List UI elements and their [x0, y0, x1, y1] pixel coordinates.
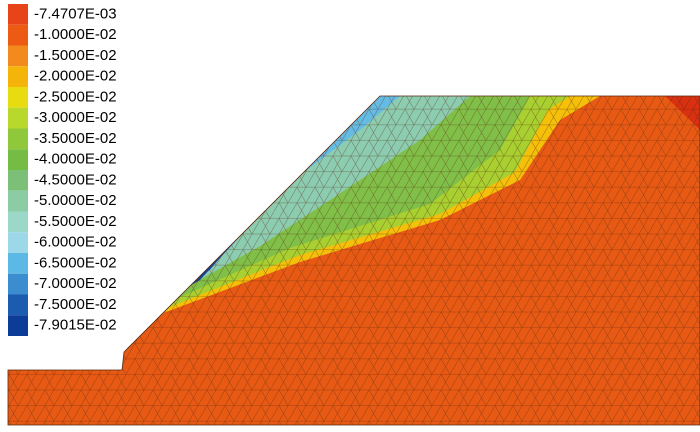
legend-swatch: [8, 253, 28, 274]
model-outline: [7, 95, 700, 426]
legend-label: -6.0000E-02: [34, 234, 117, 251]
legend-swatch: [8, 190, 28, 212]
legend-swatch: [8, 294, 28, 316]
legend-label: -1.5000E-02: [34, 47, 117, 64]
legend-label: -6.5000E-02: [34, 254, 117, 271]
legend-label: -7.9015E-02: [34, 317, 117, 334]
legend-swatch: [8, 66, 28, 87]
legend: -7.4707E-03 -1.0000E-02 -1.5000E-02 -2.0000…: [8, 4, 117, 336]
legend-label: -4.5000E-02: [34, 171, 117, 188]
legend-swatch: [8, 128, 28, 150]
legend-label: -7.0000E-02: [34, 275, 117, 292]
legend-swatch: [8, 232, 28, 253]
legend-label: -3.0000E-02: [34, 109, 117, 126]
legend-label: -7.5000E-02: [34, 296, 117, 313]
legend-swatch: [8, 211, 28, 233]
legend-swatch: [8, 315, 28, 336]
legend-label: -5.0000E-02: [34, 192, 117, 209]
legend-label: -4.0000E-02: [34, 151, 117, 168]
legend-label: -7.4707E-03: [34, 5, 117, 22]
legend-label: -1.0000E-02: [34, 26, 117, 43]
legend-swatch: [8, 149, 28, 170]
legend-swatch: [8, 87, 28, 108]
legend-label: -5.5000E-02: [34, 213, 117, 230]
legend-swatch: [8, 45, 28, 67]
legend-swatch: [8, 107, 28, 129]
legend-swatch: [8, 24, 28, 46]
legend-swatch: [8, 273, 28, 295]
legend-swatch: [8, 170, 28, 191]
legend-label: -3.5000E-02: [34, 130, 117, 147]
legend-label: -2.0000E-02: [34, 68, 117, 85]
legend-label: -2.5000E-02: [34, 88, 117, 105]
legend-swatch: [8, 4, 28, 25]
